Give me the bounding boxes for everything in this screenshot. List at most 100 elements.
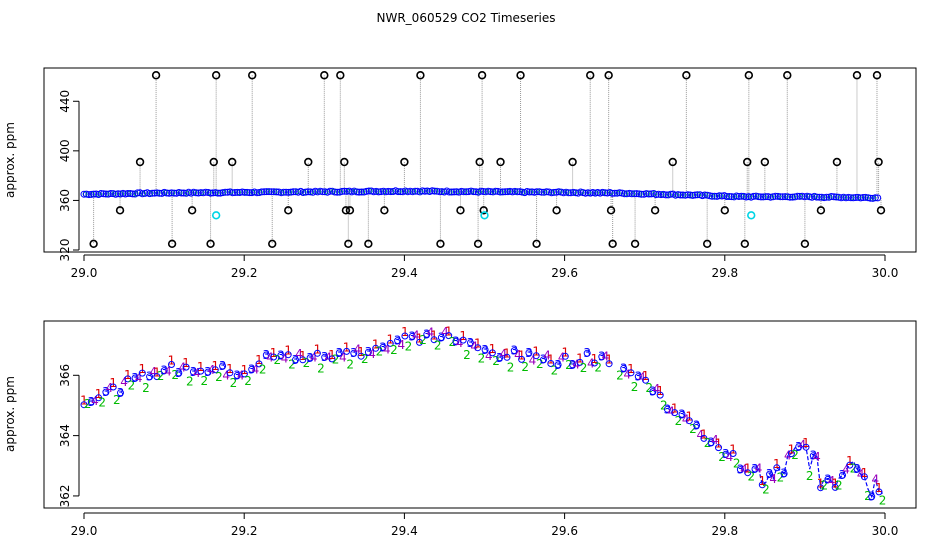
- baseline-point: [280, 188, 288, 196]
- series-marker-1: 1: [211, 359, 219, 373]
- outlier-point: [800, 239, 810, 249]
- trend-point: [335, 349, 343, 357]
- series-marker-3: 3: [292, 353, 300, 367]
- trend-point: [671, 409, 679, 417]
- series-marker-1: 1: [656, 384, 664, 398]
- trend-point: [685, 417, 693, 425]
- series-marker-2: 2: [128, 379, 136, 393]
- baseline-point: [513, 188, 521, 196]
- trend-point: [693, 421, 701, 429]
- baseline-point: [611, 189, 619, 197]
- series-marker-4: 4: [813, 450, 821, 464]
- baseline-point-alt: [528, 189, 533, 195]
- baseline-point: [725, 193, 733, 200]
- baseline-point: [448, 188, 456, 196]
- baseline-point: [433, 187, 441, 195]
- series-marker-1: 1: [445, 325, 453, 339]
- series-marker-2: 2: [733, 456, 741, 470]
- trend-point: [80, 401, 88, 409]
- trend-point: [853, 465, 861, 473]
- series-marker-2: 2: [317, 361, 325, 375]
- trend-point: [277, 351, 285, 359]
- series-marker-3: 3: [204, 365, 212, 379]
- trend-point: [510, 347, 518, 355]
- series-marker-4: 4: [842, 462, 850, 476]
- trend-point: [452, 337, 460, 345]
- series-marker-2: 2: [689, 422, 697, 436]
- trend-point: [532, 352, 540, 360]
- baseline-point: [691, 191, 699, 199]
- series-marker-3: 3: [634, 370, 642, 384]
- baseline-point: [436, 188, 443, 196]
- baseline-point: [82, 190, 90, 198]
- baseline-point: [428, 187, 436, 195]
- series-marker-2: 2: [171, 368, 179, 382]
- outlier-point: [340, 157, 349, 167]
- outlier-point: [876, 206, 886, 215]
- series-marker-1: 1: [168, 354, 176, 368]
- trend-point: [525, 349, 533, 357]
- baseline-point: [231, 189, 239, 196]
- series-marker-2: 2: [303, 356, 311, 370]
- series-marker-4: 4: [711, 433, 719, 447]
- series-marker-4: 4: [682, 413, 690, 427]
- trend-point: [678, 410, 686, 418]
- series-marker-3: 3: [394, 334, 402, 348]
- trend-point: [729, 450, 737, 457]
- baseline-point: [338, 187, 346, 195]
- series-marker-4: 4: [164, 364, 172, 378]
- trend-point: [372, 344, 380, 352]
- outlier-point: [206, 239, 215, 249]
- trend-point: [262, 351, 270, 359]
- top-x-tick-label: 29.6: [551, 266, 578, 280]
- baseline-point: [382, 188, 390, 196]
- series-marker-1: 1: [831, 476, 839, 490]
- baseline-point: [845, 193, 852, 201]
- baseline-point: [165, 189, 173, 197]
- outlier-point: [720, 206, 729, 215]
- outlier-point: [248, 71, 257, 80]
- outlier-point: [187, 206, 197, 215]
- series-marker-4: 4: [558, 350, 566, 364]
- series-marker-3: 3: [233, 369, 241, 383]
- series-marker-1: 1: [459, 329, 467, 343]
- baseline-point: [608, 189, 616, 197]
- baseline-point: [304, 188, 312, 196]
- baseline-point: [662, 191, 670, 199]
- series-marker-4: 4: [696, 428, 704, 442]
- trend-point: [445, 332, 453, 340]
- series-marker-2: 2: [478, 352, 486, 366]
- series-marker-4: 4: [281, 352, 289, 366]
- series-marker-4: 4: [572, 357, 580, 371]
- series-marker-3: 3: [722, 447, 730, 461]
- baseline-point: [236, 189, 244, 196]
- series-marker-4: 4: [470, 340, 478, 354]
- baseline-point-alt: [498, 189, 504, 195]
- outlier-point: [586, 71, 595, 80]
- baseline-point: [258, 188, 266, 196]
- series-marker-2: 2: [820, 479, 828, 493]
- baseline-point: [404, 188, 412, 196]
- series-marker-4: 4: [871, 472, 879, 486]
- trend-point: [561, 352, 569, 360]
- series-marker-4: 4: [623, 368, 631, 382]
- trend-point: [124, 375, 132, 383]
- outlier-point: [832, 157, 842, 167]
- series-marker-2: 2: [419, 333, 427, 347]
- series-marker-3: 3: [262, 348, 270, 362]
- series-marker-2: 2: [660, 398, 668, 412]
- bottom-plot-frame: [43, 320, 917, 509]
- series-marker-2: 2: [288, 358, 296, 372]
- baseline-point: [830, 193, 838, 201]
- baseline-point: [397, 188, 404, 196]
- baseline-point: [253, 189, 261, 197]
- trend-point: [284, 351, 292, 359]
- series-marker-4: 4: [193, 366, 201, 380]
- baseline-point: [718, 192, 726, 200]
- outlier-point: [211, 71, 221, 80]
- baseline-point: [180, 189, 188, 197]
- series-marker-4: 4: [324, 350, 332, 364]
- series-marker-1: 1: [671, 402, 679, 416]
- outlier-point: [552, 206, 561, 215]
- baseline-point: [470, 188, 477, 196]
